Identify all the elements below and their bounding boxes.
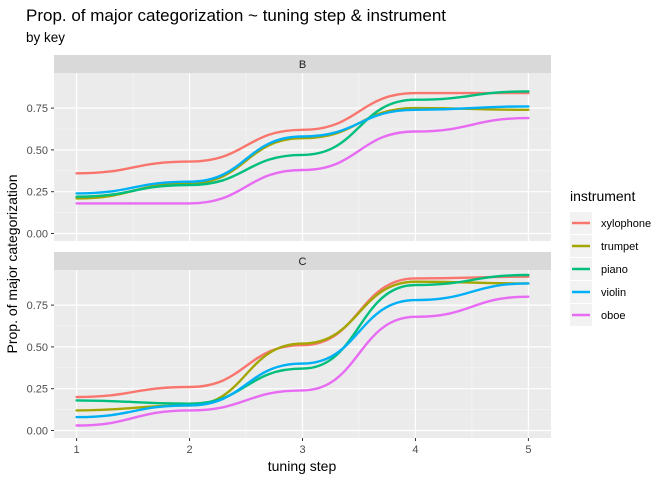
series-line-oboe <box>75 116 530 205</box>
x-tick-label: 1 <box>74 444 80 456</box>
legend-item-piano: piano <box>570 258 628 280</box>
series-line-violin <box>75 282 530 419</box>
legend-item-trumpet: trumpet <box>570 235 638 257</box>
y-tick-label: 0.25 <box>27 187 48 199</box>
facet-strip <box>54 55 551 73</box>
series-line-oboe <box>75 295 530 427</box>
legend-label: oboe <box>601 310 625 322</box>
x-tick-label: 4 <box>412 444 418 456</box>
x-tick-label: 3 <box>299 444 305 456</box>
series-line-violin <box>75 105 530 195</box>
facet-strip <box>54 252 551 270</box>
y-tick-label: 0.75 <box>27 103 48 115</box>
chart-subtitle: by key <box>26 30 65 45</box>
x-tick-label: 5 <box>525 444 531 456</box>
facet-strip-label: C <box>299 256 307 268</box>
facet-B: B 0.00 0.25 0.50 0.75 <box>27 55 551 241</box>
facet-strip-label: B <box>299 59 306 71</box>
series-line-piano <box>75 273 530 405</box>
y-axis-title: Prop. of major categorization <box>4 175 20 354</box>
series-line-piano <box>75 90 530 198</box>
legend-label: trumpet <box>601 241 638 253</box>
facet-panels: B 0.00 0.25 0.50 0.75 C 0.00 0.25 0.50 0.75 1 2 3 4 5 <box>27 55 551 456</box>
series-line-xylophone <box>75 275 530 399</box>
facet-C: C 0.00 0.25 0.50 0.75 1 2 3 4 5 <box>27 252 551 456</box>
x-tick-label: 2 <box>186 444 192 456</box>
legend-label: xylophone <box>601 218 651 230</box>
x-axis-title: tuning step <box>268 458 337 474</box>
legend-item-oboe: oboe <box>570 304 625 326</box>
y-tick-label: 0.50 <box>27 342 48 354</box>
series-line-xylophone <box>75 91 530 175</box>
y-tick-label: 0.00 <box>27 425 48 437</box>
legend: instrument xylophone trumpet piano violin ob… <box>570 188 651 326</box>
legend-label: piano <box>601 264 628 276</box>
y-tick-label: 0.25 <box>27 384 48 396</box>
y-tick-label: 0.50 <box>27 145 48 157</box>
y-tick-label: 0.00 <box>27 228 48 240</box>
legend-label: violin <box>601 287 626 299</box>
legend-item-xylophone: xylophone <box>570 212 651 234</box>
legend-item-violin: violin <box>570 281 626 303</box>
legend-title: instrument <box>570 188 635 204</box>
chart-title: Prop. of major categorization ~ tuning s… <box>26 6 446 25</box>
y-tick-label: 0.75 <box>27 300 48 312</box>
